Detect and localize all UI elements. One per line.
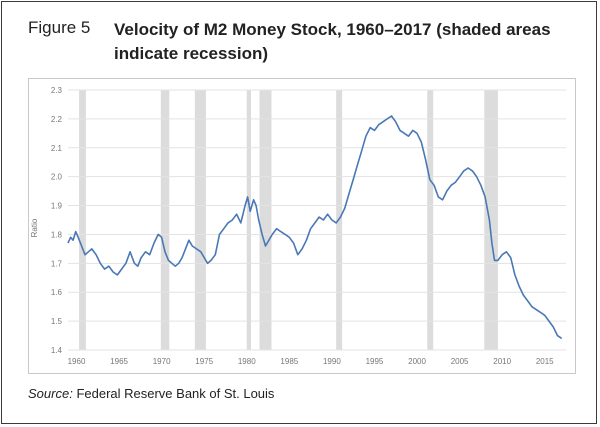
recession-band-1 [160, 90, 170, 350]
figure-label: Figure 5 [28, 18, 91, 37]
recession-band-4 [259, 90, 272, 350]
x-tick-label: 1970 [153, 357, 171, 366]
x-tick-label: 2005 [451, 357, 469, 366]
y-tick-label: 2.1 [51, 144, 63, 153]
recession-band-0 [79, 90, 86, 350]
y-tick-labels: 1.4 1.5 1.6 1.7 1.8 1.9 2.0 2.1 2.2 2.3 [51, 86, 63, 355]
x-tick-label: 1960 [68, 357, 86, 366]
x-tick-label: 1965 [110, 357, 128, 366]
recession-shading [79, 90, 498, 350]
y-tick-label: 1.6 [51, 288, 63, 297]
recession-band-2 [194, 90, 206, 350]
source-prefix: Source: [28, 386, 73, 401]
recession-band-3 [246, 90, 252, 350]
y-axis-label: Ratio [30, 218, 39, 237]
y-tick-label: 1.4 [51, 346, 63, 355]
series-layer [67, 115, 563, 340]
y-tick-label: 1.5 [51, 317, 63, 326]
x-tick-label: 1995 [366, 357, 384, 366]
x-tick-label: 1975 [195, 357, 213, 366]
y-tick-label: 1.7 [51, 259, 63, 268]
x-tick-label: 1990 [323, 357, 341, 366]
figure-title: Velocity of M2 Money Stock, 1960–2017 (s… [114, 20, 551, 63]
y-tick-label: 2.2 [51, 115, 63, 124]
x-tick-label: 1985 [280, 357, 298, 366]
recession-band-6 [427, 90, 434, 350]
y-tick-label: 1.8 [51, 230, 63, 239]
x-tick-labels: 1960 1965 1970 1975 1980 1985 1990 1995 2000 2005… [68, 357, 555, 366]
source-note: Source: Federal Reserve Bank of St. Loui… [28, 386, 274, 401]
x-tick-label: 2015 [536, 357, 554, 366]
series-line-0 [67, 115, 563, 340]
source-text: Federal Reserve Bank of St. Louis [76, 386, 275, 401]
x-tick-label: 2010 [493, 357, 511, 366]
y-tick-label: 2.0 [51, 173, 63, 182]
y-tick-label: 1.9 [51, 202, 63, 211]
velocity-line-chart: 1.41.51.61.71.81.92.02.12.22.3 1960 1965 1… [28, 78, 576, 374]
x-tick-label: 2000 [408, 357, 426, 366]
x-tick-label: 1980 [238, 357, 256, 366]
y-tick-label: 2.3 [51, 86, 63, 95]
grid-lines [68, 89, 566, 351]
recession-band-7 [484, 90, 498, 350]
